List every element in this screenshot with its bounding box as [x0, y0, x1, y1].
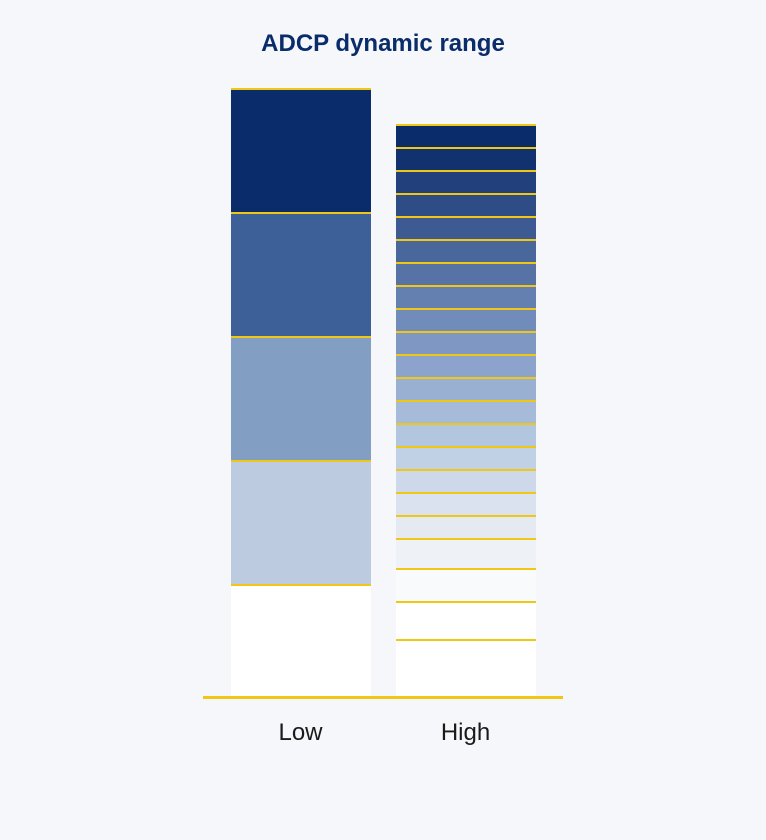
bar-segment	[396, 262, 536, 285]
bar-segment	[396, 446, 536, 469]
bar-segment	[396, 377, 536, 400]
bar-segment	[396, 639, 536, 698]
bar-segment	[396, 124, 536, 147]
chart-title: ADCP dynamic range	[261, 30, 505, 58]
bars-container	[231, 88, 536, 698]
bar-labels: Low High	[231, 719, 536, 747]
bar-segment	[231, 88, 371, 212]
bar-segment	[396, 538, 536, 568]
bar-segment	[396, 515, 536, 538]
bar-label-high: High	[396, 719, 536, 747]
bar-segment	[396, 170, 536, 193]
bar-segment	[396, 239, 536, 262]
bar-segment	[396, 285, 536, 308]
bar-segment	[396, 331, 536, 354]
bar-segment	[396, 469, 536, 492]
bar-segment	[231, 460, 371, 584]
bar-segment	[396, 147, 536, 170]
bar-segment	[396, 308, 536, 331]
bar-segment	[396, 193, 536, 216]
bar-segment	[396, 492, 536, 515]
bar-high	[396, 124, 536, 698]
bar-segment	[396, 354, 536, 377]
bar-segment	[231, 336, 371, 460]
bar-segment	[396, 423, 536, 446]
bar-segment	[396, 568, 536, 601]
chart-area: Low High	[203, 88, 563, 747]
bar-segment	[231, 584, 371, 698]
bar-low	[231, 88, 371, 698]
bar-label-low: Low	[231, 719, 371, 747]
bar-segment	[396, 400, 536, 423]
bar-segment	[396, 216, 536, 239]
bar-segment	[396, 601, 536, 639]
bar-segment	[231, 212, 371, 336]
